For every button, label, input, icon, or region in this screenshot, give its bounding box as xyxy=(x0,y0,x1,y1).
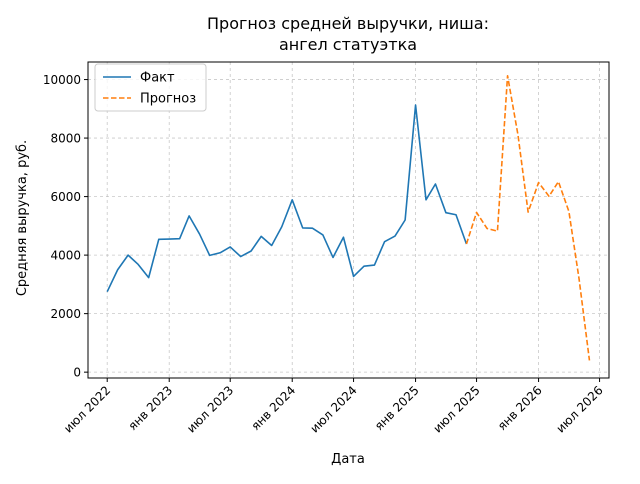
x-tick-label: янв 2024 xyxy=(248,383,298,433)
x-tick-label: июл 2025 xyxy=(430,383,482,435)
x-tick-label: янв 2026 xyxy=(495,383,545,433)
y-tick-label: 0 xyxy=(73,366,81,380)
chart-title-line-2: ангел статуэтка xyxy=(279,35,417,54)
x-axis-label: Дата xyxy=(331,452,365,467)
x-tick-label: янв 2025 xyxy=(372,383,422,433)
axis-layer: июл 2022 янв 2023 июл 2023 янв 2024 июл 2024… xyxy=(43,61,610,436)
x-tick-label: июл 2023 xyxy=(184,383,236,435)
x-tick-label: июл 2024 xyxy=(307,383,359,435)
chart-title-line-1: Прогноз средней выручки, ниша: xyxy=(207,14,489,33)
series-layer xyxy=(106,74,591,361)
y-tick-label: 10000 xyxy=(43,73,81,87)
y-tick-label: 6000 xyxy=(50,190,81,204)
plot-frame xyxy=(87,61,610,379)
y-axis-label: Средняя выручка, руб. xyxy=(15,140,30,296)
y-tick-label: 4000 xyxy=(50,249,81,263)
y-tick-label: 2000 xyxy=(50,307,81,321)
x-tick-label: июл 2022 xyxy=(61,383,113,435)
legend-frame xyxy=(94,63,207,112)
legend: Факт Прогноз xyxy=(94,63,207,112)
x-tick-label: июл 2026 xyxy=(553,383,605,435)
series-line-fact xyxy=(106,104,468,293)
legend-label-fact: Факт xyxy=(140,71,175,86)
y-tick-label: 8000 xyxy=(50,132,81,146)
x-tick-label: янв 2023 xyxy=(125,383,175,433)
series-line-forecast xyxy=(465,74,591,361)
legend-label-forecast: Прогноз xyxy=(140,92,196,107)
